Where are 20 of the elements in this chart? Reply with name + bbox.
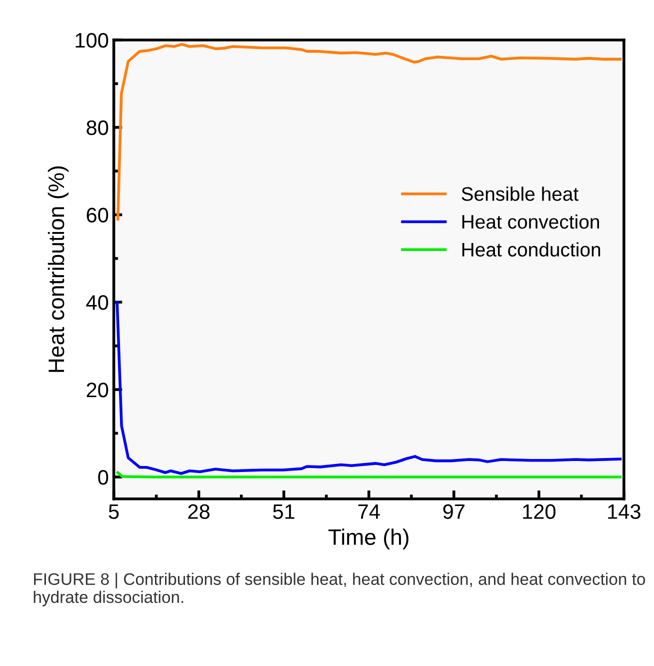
y-tick-label: 40 (86, 295, 108, 310)
x-axis-title: Time (h) (328, 528, 408, 550)
legend-label: Heat conduction (462, 242, 600, 257)
x-tick-label: 74 (358, 504, 380, 519)
y-tick-label: 80 (86, 120, 108, 136)
y-tick-label: 20 (86, 382, 108, 398)
y-tick-label: 0 (98, 470, 108, 485)
x-tick-label: 28 (188, 504, 210, 519)
legend-label: Sensible heat (462, 186, 578, 201)
caption: FIGURE 8 | Contributions of sensible heat, heat convection, and heat convection to hydrate dissociation. (34, 572, 646, 606)
y-tick-label: 60 (86, 208, 108, 223)
x-tick-label: 143 (608, 504, 640, 519)
x-tick-label: 51 (273, 504, 294, 519)
y-tick-label: 100 (76, 32, 108, 48)
x-tick-label: 5 (108, 504, 119, 519)
line-series (116, 301, 622, 475)
x-tick-label: 97 (443, 504, 464, 519)
legend-label: Heat convection (462, 214, 599, 229)
x-tick-label: 120 (523, 504, 556, 519)
y-axis-title: Heat contribution (%) (48, 166, 69, 372)
